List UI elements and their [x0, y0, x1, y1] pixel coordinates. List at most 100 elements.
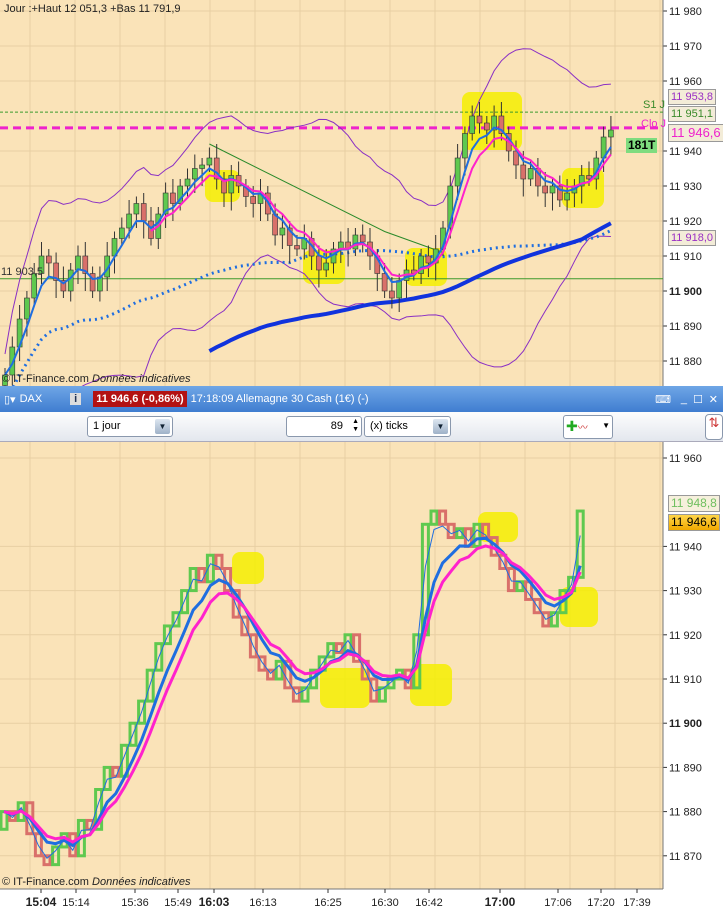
lower-chart[interactable]: 11 960 11 940 11 930 11 920 11 910 11 900 11 8… [0, 442, 723, 915]
close-icon[interactable]: ✕ [708, 393, 718, 406]
step-box [42, 854, 52, 867]
candle [469, 115, 476, 134]
step-box [33, 832, 43, 858]
candle [38, 255, 45, 274]
candle [389, 290, 395, 299]
maximize-icon[interactable]: ☐ [693, 393, 703, 406]
step-box [541, 611, 551, 628]
candle [578, 175, 585, 187]
candle [381, 273, 388, 292]
swap-icon[interactable]: ⇅ [705, 414, 723, 440]
candle [126, 213, 132, 229]
candle [520, 164, 527, 180]
step-box [137, 699, 147, 725]
plot-background [0, 442, 663, 889]
candle [31, 273, 38, 299]
y-tick-label: 11 910 [669, 251, 702, 263]
x-tick-label: 16:03 [199, 895, 230, 909]
candle [250, 196, 256, 204]
candle [75, 255, 81, 271]
y-tick-label: 11 900 [669, 718, 702, 730]
y-tick-label: 11 920 [669, 630, 702, 642]
candle [221, 178, 227, 194]
highlight-zone [560, 587, 598, 627]
candle [454, 157, 461, 187]
ma-thin [3, 525, 581, 860]
candle [425, 255, 432, 264]
x-tick-label: 17:39 [623, 897, 651, 909]
candle [53, 262, 59, 281]
step-box [472, 522, 482, 548]
price-tag-bb-lower: 11 918,0 [668, 230, 717, 246]
candle [447, 185, 454, 229]
x-tick-label: 16:42 [415, 897, 443, 909]
copyright-note: Données indicatives [92, 373, 191, 385]
candle [491, 115, 497, 131]
candle [483, 122, 490, 131]
y-tick-label: 11 930 [669, 586, 702, 598]
minimize-icon[interactable]: _ [680, 393, 687, 405]
y-tick-label: 11 940 [669, 146, 702, 158]
y-tick-label: 11 970 [669, 41, 702, 53]
y-tick-label: 11 940 [669, 541, 702, 553]
x-tick-label: 16:13 [249, 897, 277, 909]
step-box [180, 589, 190, 615]
upper-chart[interactable]: 11 980 11 970 11 960 11 940 11 930 11 920 11 9… [0, 0, 723, 416]
period-select[interactable]: 1 jour ▼ [87, 416, 173, 437]
candle [177, 185, 183, 204]
count-stepper[interactable]: 89 ▲ ▼ [286, 416, 362, 437]
x-tick-label: 17:00 [485, 895, 516, 909]
day-info: Jour :+Haut 12 051,3 +Bas 11 791,9 [4, 3, 181, 15]
price-change-badge: 11 946,6 (-0,86%) [93, 391, 187, 407]
step-box [429, 509, 439, 526]
trend-line [209, 143, 444, 253]
y-tick-label: 11 930 [669, 181, 702, 193]
y-tick-label: 11 880 [669, 807, 702, 819]
highlight-zone [232, 552, 264, 584]
step-box [291, 686, 301, 703]
candle [608, 129, 614, 138]
info-icon[interactable]: i [70, 393, 82, 405]
price-tag-last: 11 946,6 [668, 124, 723, 142]
candle [316, 255, 322, 271]
ma-slow [3, 544, 582, 844]
candle-type-icon[interactable]: ▯▾ [4, 393, 16, 406]
bollinger-upper [4, 48, 611, 355]
copyright: © IT-Finance.com Données indicatives [2, 373, 190, 385]
y-tick-label: 11 880 [669, 356, 702, 368]
step-box [352, 633, 362, 663]
step-box [162, 624, 172, 646]
step-box [506, 567, 516, 593]
candle [133, 203, 140, 215]
keyboard-icon[interactable]: ⌨ [655, 393, 671, 406]
step-box [214, 553, 224, 570]
candle [89, 273, 96, 292]
step-box [0, 810, 9, 831]
step-box [377, 686, 387, 703]
candle [228, 175, 235, 194]
candle [192, 168, 198, 180]
indicators-button[interactable]: ✚〰 ▼ [563, 415, 613, 439]
stepper-arrows-icon[interactable]: ▲ ▼ [352, 418, 359, 433]
unit-value: (x) ticks [370, 420, 408, 432]
step-box [128, 721, 138, 747]
y-tick-label: 11 900 [669, 286, 702, 298]
candle [162, 192, 169, 215]
x-axis-band [0, 889, 723, 915]
candle [213, 157, 220, 180]
candle [556, 185, 563, 201]
candle [527, 168, 534, 180]
clo-label: Clo J [641, 118, 667, 130]
ma-slow [208, 221, 612, 353]
candle [184, 178, 191, 187]
unit-select[interactable]: (x) ticks ▼ [364, 416, 451, 437]
price-tag-s1: 11 951,1 [668, 106, 717, 122]
step-box [154, 642, 164, 672]
step-box [171, 611, 181, 628]
candle [206, 157, 213, 166]
candle [396, 280, 403, 299]
step-box [300, 686, 310, 703]
ma-fast [3, 536, 582, 848]
symbol-label[interactable]: DAX [19, 393, 43, 405]
candle [513, 150, 519, 166]
